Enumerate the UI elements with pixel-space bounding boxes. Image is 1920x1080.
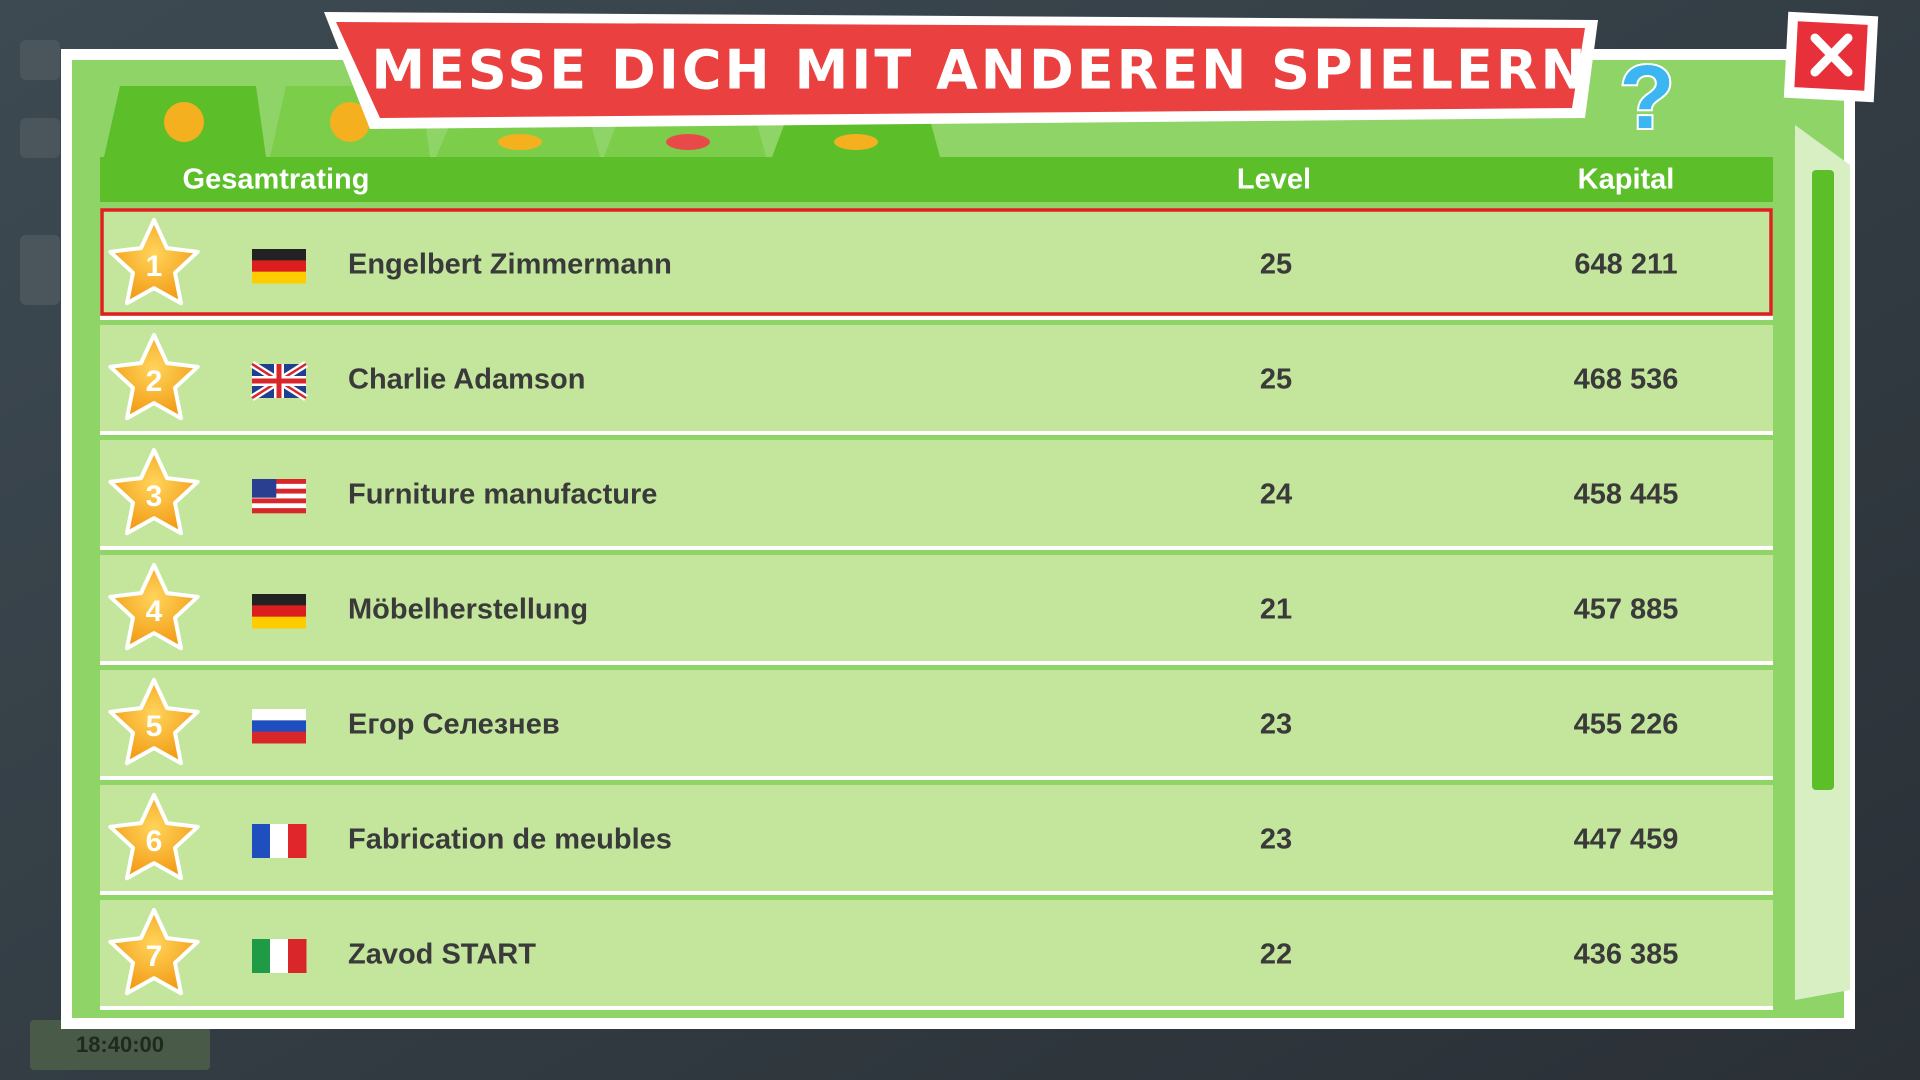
flag-part [252,939,271,973]
flag-part [270,824,289,858]
clock-panel [30,1020,210,1070]
row [100,210,1773,316]
row-separator [100,776,1773,780]
table-rows: 1 Engelbert Zimmermann 25 648 211 2 Charlie A… [100,208,1773,1010]
row-separator [100,891,1773,895]
capital: 436 385 [1574,939,1679,971]
rank: 6 [146,825,163,858]
rank-star [108,333,200,421]
flag-part [252,249,306,261]
tab-icon [498,134,542,150]
row-separator [100,661,1773,665]
rank: 4 [146,595,163,628]
flag-part [288,939,307,973]
row-separator [100,1006,1773,1010]
flag-part [252,508,306,514]
row [100,325,1773,431]
capital: 455 226 [1574,709,1679,741]
capital: 447 459 [1574,824,1679,856]
tab-icon [666,134,710,150]
flag-part [252,605,306,618]
level: 22 [1260,939,1292,971]
help-button[interactable]: ? [1618,46,1677,150]
rank: 5 [146,710,163,743]
table-header [100,157,1773,202]
rank: 3 [146,480,163,513]
flag-part [252,594,306,606]
rank-star [108,448,200,536]
flag-part [252,503,306,509]
close-icon [1810,33,1853,77]
flag-part [252,479,306,485]
flag-part [252,364,306,398]
row [100,785,1773,891]
row [100,900,1773,1006]
capital: 457 885 [1574,594,1679,626]
tab-icon [164,102,204,142]
player-name: Furniture manufacture [348,479,657,511]
flag-part [252,493,306,499]
flag-part [252,260,306,273]
row-separator [100,546,1773,550]
player-name: Charlie Adamson [348,364,585,396]
flag-part [252,709,306,721]
flag-part [252,720,306,733]
column-header: Gesamtrating [183,164,370,196]
player-name: Zavod START [348,939,536,971]
flag-part [252,731,306,744]
scrollbar-thumb[interactable] [1812,170,1834,790]
level: 25 [1260,364,1292,396]
level: 23 [1260,709,1292,741]
tab-icon [834,134,878,150]
column-header: Level [1237,164,1311,196]
title: MESSE DICH MIT ANDEREN SPIELERN [371,39,1588,102]
side-icon [20,235,60,305]
row [100,670,1773,776]
level: 24 [1260,479,1292,511]
player-name: Möbelherstellung [348,594,588,626]
rank-star [108,908,200,996]
clock: 18:40:00 [76,1032,164,1057]
player-name: Fabrication de meubles [348,824,672,856]
capital: 458 445 [1574,479,1679,511]
row [100,555,1773,661]
flag-part [252,616,306,629]
level: 21 [1260,594,1292,626]
row-highlight [100,208,1773,316]
title-ribbon [336,22,1585,118]
row-separator [100,431,1773,435]
flag-part [252,483,306,490]
row-separator [100,316,1773,320]
flag-part [252,488,306,494]
column-header: Kapital [1578,164,1675,196]
side-icon [20,118,60,158]
flag-part [252,498,306,504]
flag-part [252,479,277,498]
flag-part [288,824,307,858]
level: 23 [1260,824,1292,856]
rank: 1 [146,250,163,283]
flag-part [252,824,271,858]
player-name: Engelbert Zimmermann [348,249,672,281]
close-button[interactable] [1783,11,1879,103]
rank-star [108,793,200,881]
tab-icon [330,102,370,142]
rank-star [108,678,200,766]
rank: 2 [146,365,163,398]
rank-star [108,218,200,306]
capital: 648 211 [1574,249,1677,281]
flag-part [252,271,306,284]
side-icon [20,40,60,80]
level: 25 [1260,249,1292,281]
row [100,440,1773,546]
rank: 7 [146,940,163,973]
flag-part [270,939,289,973]
rank-star [108,563,200,651]
tabs[interactable] [104,86,940,157]
player-name: Егор Селезнев [348,709,560,741]
capital: 468 536 [1574,364,1679,396]
